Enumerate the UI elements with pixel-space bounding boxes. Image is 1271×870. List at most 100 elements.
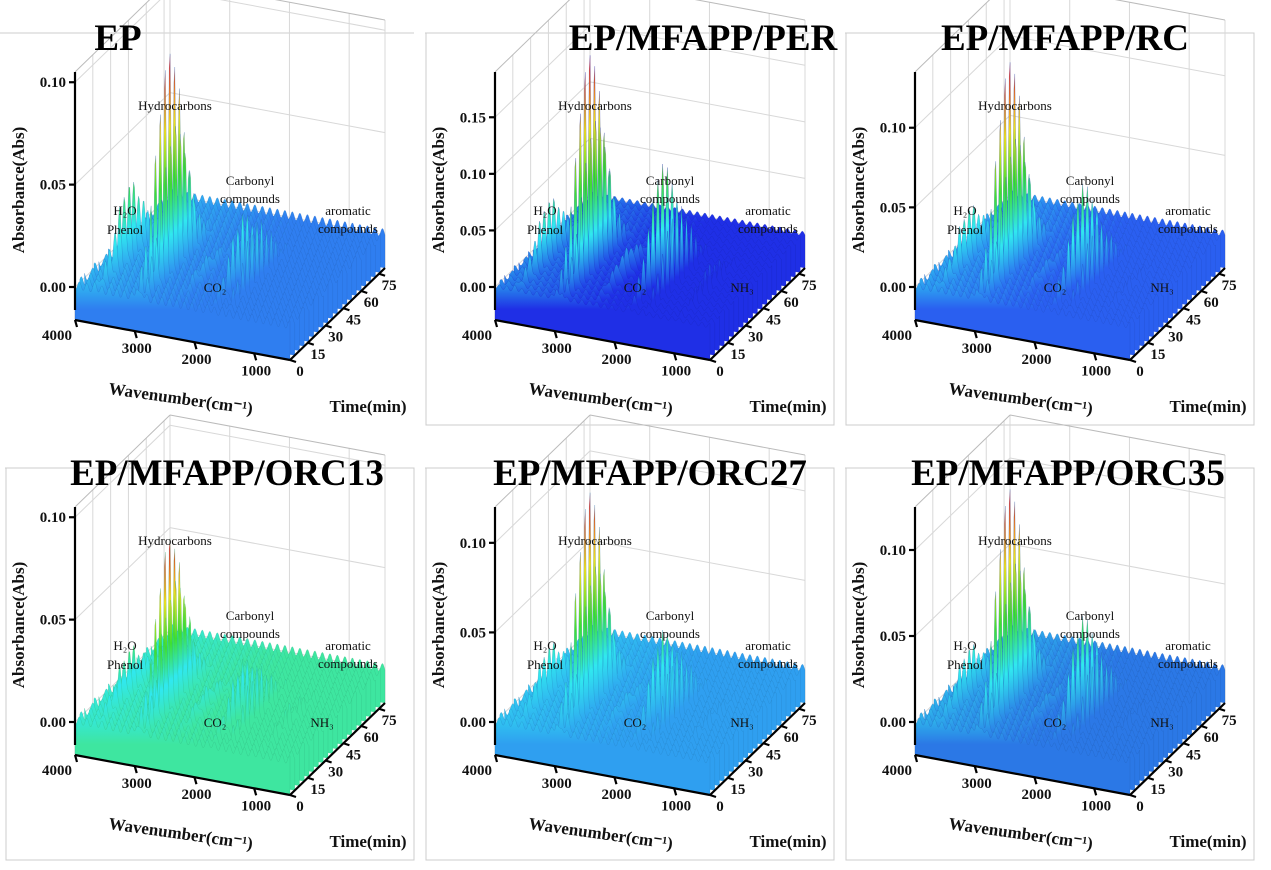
panel-border [845,32,1255,426]
grid-line [219,0,386,31]
peak-annotation: Hydrocarbons [978,98,1052,113]
time-tick [378,272,386,277]
time-tick [709,358,717,364]
grid-line [914,543,1011,637]
peak-annotation: NH₃ [730,715,753,730]
time-tick-label: 30 [328,765,343,781]
wavenumber-tick [1033,776,1038,785]
wavenumber-tick-label: 4000 [42,328,72,344]
grid-line [494,0,571,73]
surface [74,538,386,796]
wavenumber-axis-label: Wavenumber(cm⁻¹) [107,379,254,418]
z-tick-label: 0.00 [40,715,66,731]
grid-line [169,414,386,456]
time-tick [727,776,735,781]
peak-annotation: Hydrocarbons [558,533,632,548]
wavenumber-tick [673,788,678,796]
time-tick [1147,776,1155,781]
peak-annotation: compounds [738,656,798,671]
wavenumber-tick-label: 1000 [1081,363,1111,379]
z-tick-label: 0.05 [880,629,906,645]
time-tick-label: 75 [1222,713,1237,729]
grid-line [914,414,1011,508]
time-tick [1147,341,1155,346]
peak-annotation: Hydrocarbons [978,533,1052,548]
wavenumber-tick-label: 2000 [601,787,631,803]
grid-line [1114,0,1226,21]
wavenumber-axis-label: Wavenumber(cm⁻¹) [527,379,674,418]
grid-line [694,0,806,21]
wavenumber-tick-label: 3000 [962,776,992,792]
peak-annotation: H₂O [533,203,556,218]
z-tick-label: 0.05 [460,223,486,239]
time-tick-label: 0 [1136,799,1144,815]
time-tick-label: 75 [382,278,397,294]
peak-annotation: Carbonyl [1066,608,1115,623]
time-tick-label: 45 [766,747,781,763]
peak-annotation: Hydrocarbons [138,533,212,548]
time-tick [1129,793,1137,799]
peak-annotation: compounds [1158,221,1218,236]
time-tick-label: 60 [1204,730,1219,746]
peak-annotation: aromatic [745,203,791,218]
z-tick-label: 0.10 [40,510,66,526]
time-tick [763,307,770,312]
time-tick [763,742,770,747]
wavenumber-axis-label: Wavenumber(cm⁻¹) [947,379,1094,418]
chart-panel: 0.00 0.05 0.10 4000 3000 2000 1000 0 15 30 45 60 75 A… [420,414,840,865]
wavenumber-tick [253,353,258,361]
panel-border [845,467,1255,861]
time-tick [325,759,332,764]
z-tick-label: 0.10 [460,536,486,552]
peak-annotation: compounds [318,656,378,671]
time-tick [727,341,735,346]
grid-line [1009,543,1226,585]
z-tick-label: 0.10 [880,543,906,559]
grid-line [169,92,386,134]
wavenumber-tick [673,353,678,361]
chart-panel: 0.00 0.05 0.10 0.15 4000 3000 2000 1000 0 15 30 45 6… [420,0,840,430]
time-tick [289,793,297,799]
time-tick [378,707,386,712]
grid-line [914,115,1011,208]
wavenumber-tick [133,330,138,339]
time-tick [343,742,350,747]
time-tick-label: 15 [730,347,745,363]
grid-line [1009,457,1226,499]
time-tick [780,289,788,295]
wavenumber-tick [493,319,499,328]
z-tick-label: 0.10 [40,75,66,91]
z-axis-label: Absorbance(Abs) [429,127,448,254]
panel-border [425,467,835,861]
peak-annotation: Carbonyl [646,608,695,623]
peak-annotation: Phenol [107,657,144,672]
peak-annotation: Hydrocarbons [138,98,212,113]
time-tick-label: 15 [310,782,325,798]
time-axis-label: Time(min) [1169,832,1246,851]
time-axis-label: Time(min) [1169,397,1246,416]
wavenumber-tick [913,754,919,763]
time-tick [1218,707,1226,712]
wavenumber-tick-label: 4000 [462,763,492,779]
grid-line [494,540,591,633]
grid-line [914,0,991,73]
wavenumber-tick-label: 4000 [42,763,72,779]
peak-annotation: H₂O [953,638,976,653]
grid [494,414,806,755]
time-tick [1218,272,1226,277]
peak-annotation: Carbonyl [226,173,275,188]
peak-annotation: CO₂ [624,280,647,295]
wavenumber-tick-label: 1000 [241,798,271,814]
wavenumber-tick [973,765,978,774]
wavenumber-axis-line [914,318,1131,362]
peak-annotation: NH₃ [1150,715,1173,730]
time-tick-label: 75 [382,713,397,729]
surface-slice [494,717,711,796]
wavenumber-tick-label: 1000 [661,363,691,379]
time-tick [798,272,806,277]
peak-annotation: CO₂ [1044,715,1067,730]
time-axis-line [1129,267,1226,361]
grid-line [169,424,386,466]
